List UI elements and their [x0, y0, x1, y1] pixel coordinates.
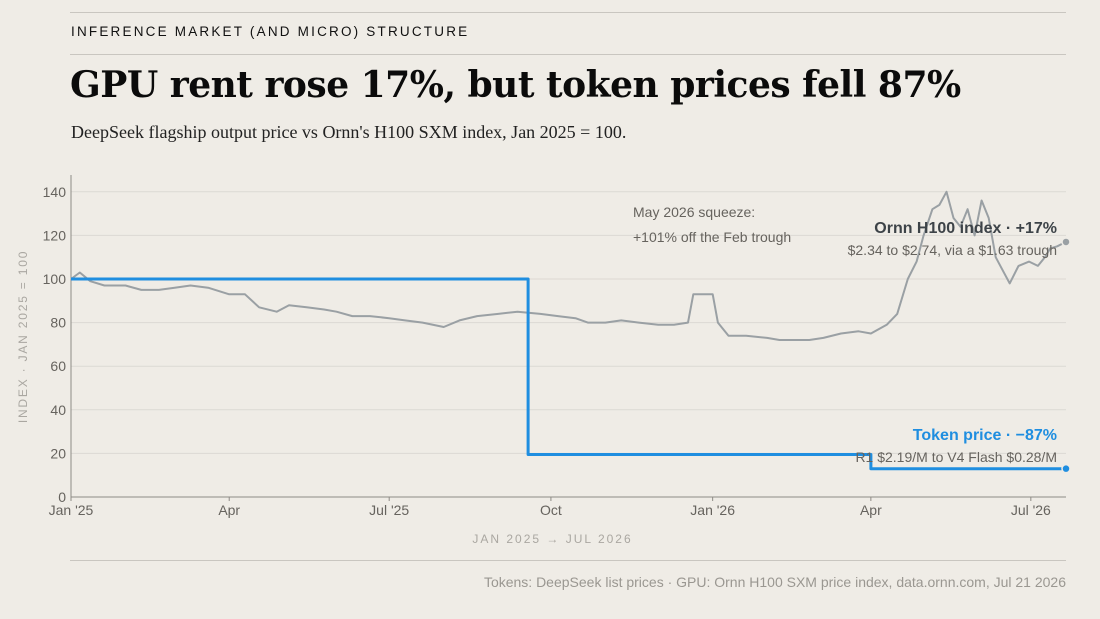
- y-tick-label: 20: [50, 445, 66, 461]
- token-price-label: Token price · −87%: [913, 427, 1057, 444]
- kicker: INFERENCE MARKET (AND MICRO) STRUCTURE: [71, 24, 470, 39]
- y-tick-label: 0: [58, 489, 66, 505]
- x-axis: Jan '25 Apr Jul '25 Oct Jan '26 Apr Jul '26 JAN…: [49, 497, 1051, 546]
- series-layer: [70, 190, 1071, 474]
- x-tick-label: Jul '25: [369, 502, 409, 518]
- gpu-index-endpoint: [1061, 237, 1071, 247]
- squeeze-annotation-line1: May 2026 squeeze:: [633, 204, 755, 220]
- gpu-index-label: Ornn H100 index · +17%: [874, 220, 1057, 237]
- token-price-sublabel: R1 $2.19/M to V4 Flash $0.28/M: [855, 449, 1057, 465]
- x-tick-label: Jul '26: [1011, 502, 1051, 518]
- y-tick-label: 120: [43, 227, 67, 243]
- y-tick-label: 60: [50, 358, 66, 374]
- x-tick-label: Apr: [860, 502, 882, 518]
- token-price-endpoint: [1061, 463, 1071, 474]
- annotation-layer: Ornn H100 index · +17% $2.34 to $2.74, vi…: [633, 204, 1057, 465]
- page-title: GPU rent rose 17%, but token prices fell…: [70, 64, 961, 106]
- y-tick-label: 100: [43, 271, 67, 287]
- gpu-index-sublabel: $2.34 to $2.74, via a $1.63 trough: [848, 242, 1057, 258]
- y-tick-label: 40: [50, 402, 66, 418]
- gpu-index-line: [70, 190, 1067, 341]
- page-subtitle: DeepSeek flagship output price vs Ornn's…: [71, 122, 627, 142]
- top-rule: [70, 12, 1066, 13]
- y-axis: 0 20 40 60 80 100 120 140 INDEX · JAN 2025 = 100: [16, 175, 72, 505]
- footer-rule: [70, 560, 1066, 561]
- x-axis-title: JAN 2025 → JUL 2026: [472, 532, 632, 546]
- token-price-line: [71, 277, 1066, 471]
- x-tick-label: Jan '26: [690, 502, 735, 518]
- x-tick-label: Apr: [218, 502, 240, 518]
- x-tick-label: Jan '25: [49, 502, 94, 518]
- y-tick-label: 80: [50, 315, 66, 331]
- source-note: Tokens: DeepSeek list prices · GPU: Ornn…: [483, 574, 1066, 590]
- kicker-rule: [70, 54, 1066, 55]
- x-tick-label: Oct: [540, 502, 562, 518]
- y-tick-label: 140: [43, 184, 67, 200]
- squeeze-annotation-line2: +101% off the Feb trough: [633, 229, 791, 245]
- y-axis-title: INDEX · JAN 2025 = 100: [16, 250, 30, 423]
